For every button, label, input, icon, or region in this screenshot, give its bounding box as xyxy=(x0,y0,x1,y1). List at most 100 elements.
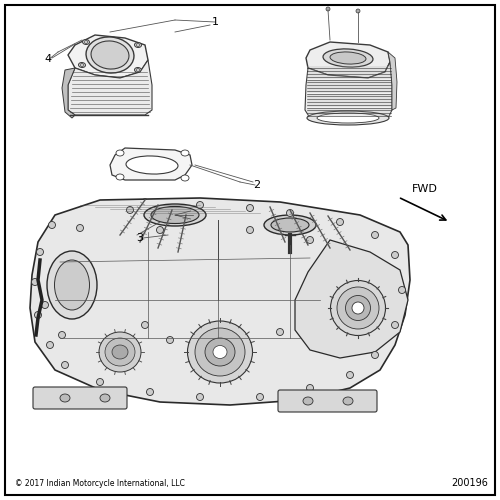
Ellipse shape xyxy=(196,202,203,208)
Ellipse shape xyxy=(58,332,66,338)
Ellipse shape xyxy=(398,286,406,294)
Ellipse shape xyxy=(136,68,140,71)
Ellipse shape xyxy=(112,345,128,359)
Ellipse shape xyxy=(46,342,54,348)
Ellipse shape xyxy=(307,111,389,125)
Ellipse shape xyxy=(326,214,330,218)
Ellipse shape xyxy=(317,113,379,123)
Ellipse shape xyxy=(151,206,199,224)
Polygon shape xyxy=(30,198,410,405)
Ellipse shape xyxy=(156,204,160,206)
Ellipse shape xyxy=(116,150,124,156)
Ellipse shape xyxy=(336,218,344,226)
FancyBboxPatch shape xyxy=(33,387,127,409)
Ellipse shape xyxy=(195,328,245,376)
Ellipse shape xyxy=(181,175,189,181)
Polygon shape xyxy=(295,240,408,358)
Ellipse shape xyxy=(34,312,42,318)
Ellipse shape xyxy=(348,248,352,252)
Polygon shape xyxy=(68,35,148,78)
Ellipse shape xyxy=(82,40,89,44)
Ellipse shape xyxy=(323,49,373,67)
Polygon shape xyxy=(305,62,392,118)
Ellipse shape xyxy=(246,226,254,234)
Polygon shape xyxy=(306,42,390,78)
Ellipse shape xyxy=(143,198,147,202)
Ellipse shape xyxy=(308,212,312,214)
Ellipse shape xyxy=(372,232,378,238)
Ellipse shape xyxy=(328,246,332,250)
Ellipse shape xyxy=(306,236,314,244)
Ellipse shape xyxy=(330,52,366,64)
Ellipse shape xyxy=(330,280,386,336)
Ellipse shape xyxy=(142,322,148,328)
Ellipse shape xyxy=(346,372,354,378)
Ellipse shape xyxy=(99,332,141,372)
Ellipse shape xyxy=(54,260,90,310)
Ellipse shape xyxy=(47,251,97,319)
Ellipse shape xyxy=(372,352,378,358)
Ellipse shape xyxy=(181,150,189,156)
Ellipse shape xyxy=(337,287,379,329)
Text: 2: 2 xyxy=(254,180,260,190)
Ellipse shape xyxy=(78,62,86,68)
Ellipse shape xyxy=(60,394,70,402)
Ellipse shape xyxy=(196,394,203,400)
Ellipse shape xyxy=(116,174,124,180)
Ellipse shape xyxy=(91,41,129,69)
Ellipse shape xyxy=(246,204,254,212)
Ellipse shape xyxy=(288,208,292,212)
Ellipse shape xyxy=(303,397,313,405)
Ellipse shape xyxy=(76,224,84,232)
Ellipse shape xyxy=(184,214,188,216)
Ellipse shape xyxy=(306,244,310,246)
Text: 4: 4 xyxy=(44,54,52,64)
Ellipse shape xyxy=(166,336,173,344)
Ellipse shape xyxy=(352,302,364,314)
Ellipse shape xyxy=(176,250,180,254)
Ellipse shape xyxy=(283,240,287,244)
Ellipse shape xyxy=(80,64,84,66)
Ellipse shape xyxy=(48,222,56,228)
Ellipse shape xyxy=(188,321,252,383)
Ellipse shape xyxy=(100,394,110,402)
Ellipse shape xyxy=(264,215,316,235)
Ellipse shape xyxy=(256,394,264,400)
Ellipse shape xyxy=(96,378,103,386)
Ellipse shape xyxy=(84,40,88,43)
Text: 1: 1 xyxy=(212,17,218,27)
Ellipse shape xyxy=(271,218,309,232)
FancyBboxPatch shape xyxy=(278,390,377,412)
Polygon shape xyxy=(110,148,192,180)
Text: 3: 3 xyxy=(136,233,143,243)
Ellipse shape xyxy=(268,206,272,208)
Ellipse shape xyxy=(156,226,164,234)
Ellipse shape xyxy=(392,322,398,328)
Ellipse shape xyxy=(276,328,283,336)
Ellipse shape xyxy=(134,42,141,48)
Ellipse shape xyxy=(286,210,294,216)
Ellipse shape xyxy=(146,388,154,396)
Ellipse shape xyxy=(326,7,330,11)
Ellipse shape xyxy=(213,346,227,358)
Ellipse shape xyxy=(144,204,206,226)
Text: © 2017 Indian Motorcycle International, LLC: © 2017 Indian Motorcycle International, … xyxy=(15,479,185,488)
Ellipse shape xyxy=(126,206,134,214)
Polygon shape xyxy=(68,60,152,115)
Ellipse shape xyxy=(126,156,178,174)
Text: FWD: FWD xyxy=(412,184,438,194)
Ellipse shape xyxy=(343,397,353,405)
Ellipse shape xyxy=(36,248,44,256)
Ellipse shape xyxy=(392,252,398,258)
Ellipse shape xyxy=(86,37,134,73)
Polygon shape xyxy=(388,52,397,110)
Ellipse shape xyxy=(42,302,48,308)
Ellipse shape xyxy=(170,208,174,212)
Ellipse shape xyxy=(32,278,38,285)
Ellipse shape xyxy=(306,384,314,392)
Ellipse shape xyxy=(205,338,235,366)
Ellipse shape xyxy=(118,234,122,236)
Polygon shape xyxy=(62,68,75,118)
Ellipse shape xyxy=(136,44,140,46)
Ellipse shape xyxy=(138,240,142,244)
